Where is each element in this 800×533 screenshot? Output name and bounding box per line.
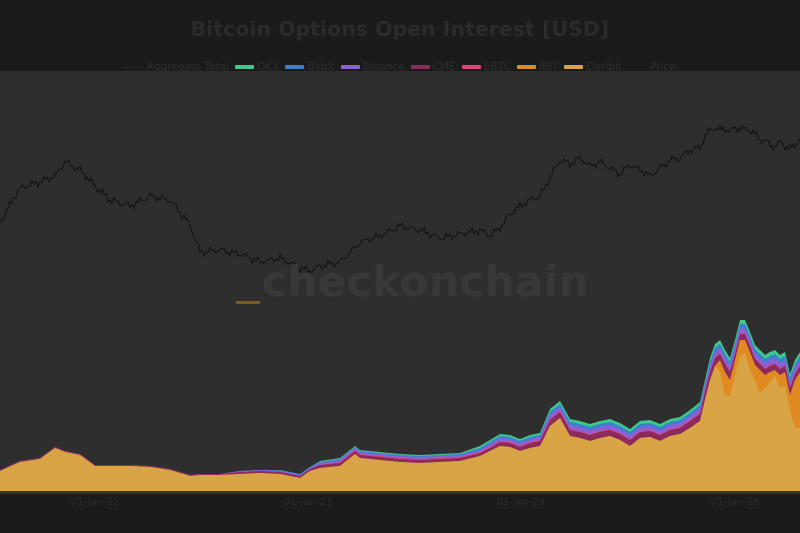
legend-item-ebtc[interactable]: EBTC: [461, 61, 511, 73]
legend-item-okx[interactable]: OKX: [235, 61, 279, 73]
legend-label: Price: [649, 61, 676, 73]
legend-label: Bybit: [307, 61, 335, 73]
chart-title: Bitcoin Options Open Interest [USD]: [190, 17, 610, 41]
legend-label: OKX: [257, 61, 280, 73]
legend-item-aggregate-total[interactable]: Aggregate Total: [124, 61, 229, 73]
legend-item-cme[interactable]: CME: [410, 61, 456, 73]
legend-swatch: [564, 65, 584, 69]
legend-label: Deribit: [586, 61, 622, 73]
legend-swatch: [627, 66, 647, 68]
legend-fragment-mark: [236, 301, 260, 304]
legend-swatch: [461, 65, 481, 69]
x-axis-baseline: [0, 491, 800, 494]
legend-swatch: [516, 65, 536, 69]
legend-swatch: [410, 65, 430, 69]
x-tick-label: 01-Jan-22: [70, 497, 120, 508]
legend-swatch: [285, 65, 305, 69]
x-tick-label: 01-Jan-23: [283, 497, 333, 508]
watermark: checkonchain: [262, 257, 590, 306]
legend-label: Aggregate Total: [146, 61, 230, 73]
legend-swatch: [235, 65, 255, 69]
stacked-area-chart: [0, 124, 800, 494]
legend-item-price[interactable]: Price: [627, 61, 676, 73]
price-line: [0, 124, 800, 274]
legend-label: Binance: [362, 61, 405, 73]
legend-swatch: [340, 65, 360, 69]
legend-label: EBTC: [483, 61, 511, 73]
plot-area: [0, 71, 800, 494]
legend-item-bybit[interactable]: Bybit: [285, 61, 335, 73]
x-tick-label: 01-Jan-24: [496, 497, 546, 508]
legend-label: IBIT: [538, 61, 559, 73]
area-deribit: [0, 353, 800, 491]
legend-label: CME: [432, 61, 456, 73]
x-tick-label: 01-Jan-25: [710, 497, 760, 508]
legend-swatch: [124, 66, 144, 68]
legend-item-deribit[interactable]: Deribit: [564, 61, 622, 73]
legend-item-ibit[interactable]: IBIT: [516, 61, 559, 73]
legend-item-binance[interactable]: Binance: [340, 61, 405, 73]
chart-legend: Aggregate Total OKX Bybit Binance CME EBTC IBI…: [0, 60, 800, 74]
